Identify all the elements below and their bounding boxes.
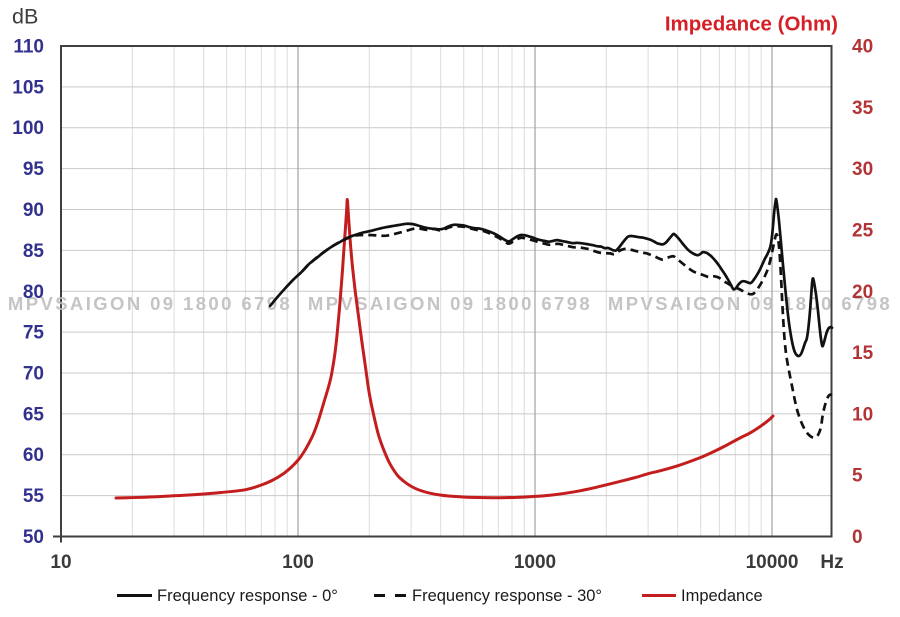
svg-text:90: 90 <box>23 200 44 221</box>
svg-text:Frequency response - 0°: Frequency response - 0° <box>157 587 338 605</box>
svg-text:20: 20 <box>852 282 873 303</box>
svg-text:30: 30 <box>852 159 873 180</box>
svg-text:10: 10 <box>852 404 873 425</box>
svg-text:55: 55 <box>23 486 45 507</box>
svg-text:35: 35 <box>852 98 874 119</box>
svg-text:70: 70 <box>23 364 44 385</box>
svg-text:5: 5 <box>852 466 863 487</box>
svg-text:10: 10 <box>50 552 71 573</box>
svg-text:15: 15 <box>852 343 874 364</box>
svg-text:110: 110 <box>13 37 44 58</box>
svg-text:95: 95 <box>23 159 45 180</box>
svg-text:MPVSAIGON 09 1800 6798: MPVSAIGON 09 1800 6798 <box>8 293 292 314</box>
svg-text:75: 75 <box>23 323 45 344</box>
svg-text:MPVSAIGON 09 1800 6798: MPVSAIGON 09 1800 6798 <box>308 293 592 314</box>
svg-text:65: 65 <box>23 404 45 425</box>
svg-text:Impedance (Ohm): Impedance (Ohm) <box>665 13 838 36</box>
svg-text:85: 85 <box>23 241 45 262</box>
svg-text:50: 50 <box>23 527 44 548</box>
svg-text:25: 25 <box>852 220 874 241</box>
svg-text:Hz: Hz <box>820 552 843 573</box>
svg-text:100: 100 <box>282 552 314 573</box>
svg-text:10000: 10000 <box>746 552 799 573</box>
svg-text:105: 105 <box>12 77 44 98</box>
svg-text:0: 0 <box>852 527 863 548</box>
svg-text:Impedance: Impedance <box>681 587 763 605</box>
svg-text:80: 80 <box>23 282 44 303</box>
svg-text:40: 40 <box>852 37 873 58</box>
svg-text:1000: 1000 <box>514 552 556 573</box>
svg-text:100: 100 <box>12 118 44 139</box>
svg-text:MPVSAIGON 09 1800 6798: MPVSAIGON 09 1800 6798 <box>608 293 892 314</box>
svg-text:60: 60 <box>23 445 44 466</box>
svg-text:dB: dB <box>12 5 38 29</box>
svg-text:Frequency response - 30°: Frequency response - 30° <box>412 587 602 605</box>
